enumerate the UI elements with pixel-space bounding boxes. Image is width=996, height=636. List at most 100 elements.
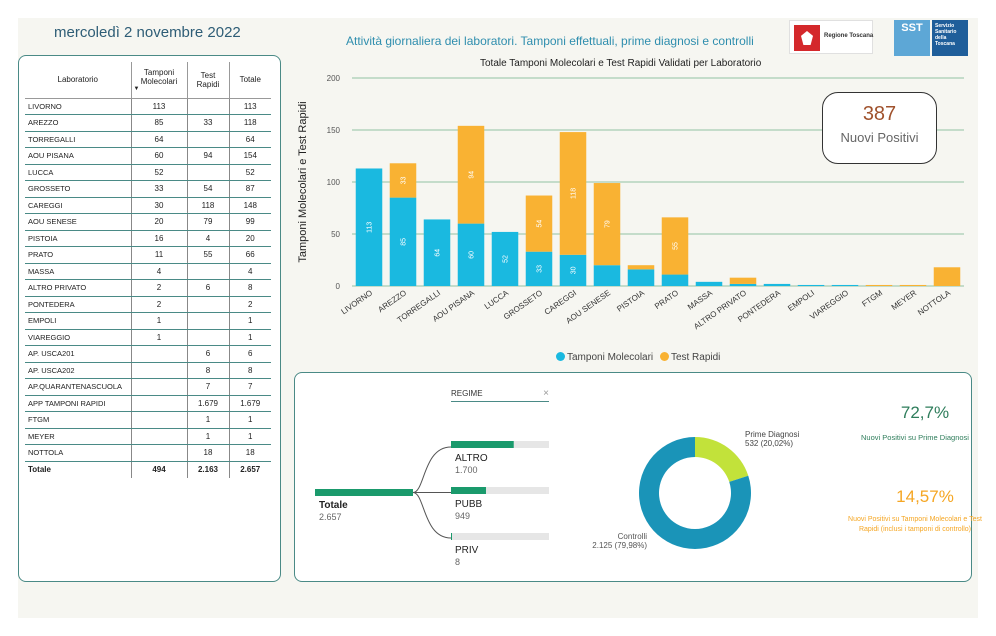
cell-laboratorio: MASSA	[25, 263, 132, 280]
cell-value: 87	[229, 180, 271, 198]
nuovi-positivi-value: 387	[862, 103, 897, 125]
bar-molecolari[interactable]	[525, 251, 553, 286]
tree-bar-altro[interactable]	[451, 441, 514, 448]
cell-laboratorio: APP TAMPONI RAPIDI	[25, 395, 132, 412]
cell-value: 2	[229, 296, 271, 313]
y-axis-label: Tamponi Molecolari e Test Rapidi	[297, 101, 309, 262]
table-row[interactable]: APP TAMPONI RAPIDI 1.679 1.679	[25, 395, 271, 412]
cell-value: 6	[187, 345, 230, 363]
cell-value	[131, 345, 188, 363]
col-header-molecolari-label: Tamponi Molecolari	[140, 67, 178, 86]
col-header-totale[interactable]: Totale	[229, 62, 271, 99]
table-row[interactable]: AP. USCA202 8 8	[25, 362, 271, 379]
table-row[interactable]: EMPOLI 1 1	[25, 312, 271, 330]
table-row[interactable]: AOU PISANA 60 94 154	[25, 147, 271, 165]
cell-value: 18	[229, 444, 271, 462]
bar-rapidi[interactable]	[457, 125, 485, 224]
cell-value	[187, 263, 230, 280]
cell-value: 1.679	[187, 395, 230, 412]
tree-root-value: 2.657	[319, 512, 342, 522]
table-row[interactable]: AOU SENESE 20 79 99	[25, 213, 271, 231]
close-icon[interactable]: ×	[543, 388, 549, 399]
bar-molecolari[interactable]	[457, 223, 485, 286]
bar-rapidi[interactable]	[865, 284, 893, 286]
table-row[interactable]: MASSA 4 4	[25, 263, 271, 280]
total-value: 2.657	[240, 465, 261, 474]
dashboard-page: mercoledì 2 novembre 2022 Attività giorn…	[18, 18, 982, 618]
tree-bar-pubb[interactable]	[451, 487, 486, 494]
donut-slice-controlli[interactable]	[639, 437, 751, 549]
bar-molecolari[interactable]	[355, 168, 383, 286]
bar-molecolari[interactable]	[423, 219, 451, 286]
donut-label-prime: Prime Diagnosi 532 (20,02%)	[745, 430, 799, 448]
bar-rapidi[interactable]	[933, 267, 961, 286]
table-row[interactable]: PONTEDERA 2 2	[25, 296, 271, 313]
bar-molecolari[interactable]	[763, 283, 791, 286]
table-row[interactable]: MEYER 1 1	[25, 428, 271, 445]
legend-rapidi[interactable]: Test Rapidi	[670, 352, 721, 363]
cell-value: 1	[229, 428, 271, 445]
bar-rapidi[interactable]	[627, 265, 655, 270]
bar-rapidi[interactable]	[525, 195, 553, 252]
bar-rapidi[interactable]	[593, 183, 621, 266]
table-row[interactable]: AP. USCA201 6 6	[25, 345, 271, 363]
cell-laboratorio: TORREGALLI	[25, 131, 132, 148]
donut-prime-value: 532 (20,02%)	[745, 439, 794, 448]
cell-value: 64	[131, 131, 188, 148]
table-row[interactable]: LIVORNO 113 113	[25, 98, 271, 115]
cell-value	[187, 164, 230, 181]
bar-data-label: 30	[571, 266, 578, 274]
cell-value: 4	[187, 230, 230, 247]
bar-molecolari[interactable]	[831, 284, 859, 286]
table-row[interactable]: AP.QUARANTENASCUOLA 7 7	[25, 378, 271, 396]
total-value: 2.163	[187, 461, 230, 478]
tree-pubb-label[interactable]: PUBB	[455, 499, 483, 510]
bar-molecolari[interactable]	[627, 269, 655, 286]
table-row[interactable]: FTGM 1 1	[25, 411, 271, 429]
legend-molecolari[interactable]: Tamponi Molecolari	[567, 352, 654, 363]
bar-rapidi[interactable]	[559, 132, 587, 255]
bar-data-label: 113	[367, 222, 374, 233]
cell-value: 7	[229, 378, 271, 396]
bar-molecolari[interactable]	[593, 265, 621, 286]
tree-priv-label[interactable]: PRIV	[455, 545, 479, 556]
root-bar[interactable]	[315, 489, 413, 496]
table-row[interactable]: TORREGALLI 64 64	[25, 131, 271, 148]
tree-bar-bg	[451, 533, 549, 540]
table-row[interactable]: VIAREGGIO 1 1	[25, 329, 271, 346]
cell-value: 8	[229, 279, 271, 297]
regime-filter[interactable]: REGIME ×	[451, 388, 549, 402]
table-row[interactable]: PRATO 11 55 66	[25, 246, 271, 264]
tree-altro-label[interactable]: ALTRO	[455, 453, 488, 464]
col-header-rapidi[interactable]: Test Rapidi	[187, 62, 230, 99]
table-row[interactable]: LUCCA 52 52	[25, 164, 271, 181]
donut-label-controlli: Controlli 2.125 (79,98%)	[587, 532, 647, 550]
donut-slice-prime-diagnosi[interactable]	[695, 437, 749, 482]
table-total-row: Totale 494 2.163 2.657	[25, 461, 271, 478]
y-tick-label: 50	[331, 230, 340, 239]
bar-molecolari[interactable]	[491, 231, 519, 286]
table-row[interactable]: PISTOIA 16 4 20	[25, 230, 271, 247]
table-row[interactable]: ALTRO PRIVATO 2 6 8	[25, 279, 271, 297]
table-row[interactable]: CAREGGI 30 118 148	[25, 197, 271, 214]
bar-data-label: 64	[435, 249, 442, 257]
bar-rapidi[interactable]	[389, 163, 417, 198]
bar-molecolari[interactable]	[661, 274, 689, 286]
col-header-molecolari[interactable]: Tamponi Molecolari ▼	[131, 62, 188, 99]
bar-molecolari[interactable]	[797, 284, 825, 286]
bar-rapidi[interactable]	[899, 284, 927, 286]
cell-laboratorio: AP.QUARANTENASCUOLA	[25, 378, 132, 396]
cell-laboratorio: AP. USCA201	[25, 345, 132, 363]
table-row[interactable]: NOTTOLA 18 18	[25, 444, 271, 462]
bar-molecolari[interactable]	[389, 197, 417, 286]
tree-bar-priv[interactable]	[451, 533, 452, 540]
cell-value	[131, 378, 188, 396]
bar-rapidi[interactable]	[729, 277, 757, 284]
bar-molecolari[interactable]	[559, 254, 587, 286]
bar-molecolari[interactable]	[695, 281, 723, 286]
table-row[interactable]: AREZZO 85 33 118	[25, 114, 271, 132]
col-header-laboratorio[interactable]: Laboratorio	[25, 62, 132, 99]
bar-rapidi[interactable]	[661, 217, 689, 275]
table-row[interactable]: GROSSETO 33 54 87	[25, 180, 271, 198]
bar-molecolari[interactable]	[729, 283, 757, 286]
